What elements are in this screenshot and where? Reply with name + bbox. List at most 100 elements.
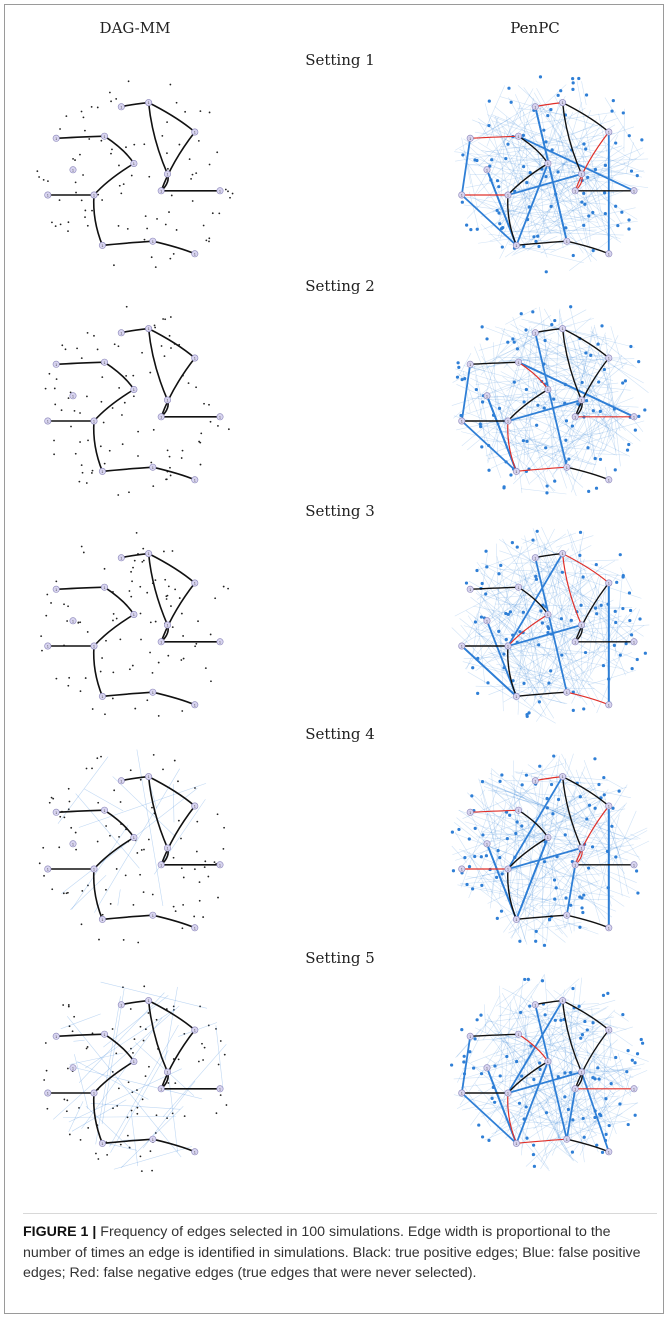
false-positive-edge (515, 837, 549, 920)
background-node (524, 773, 529, 777)
false-positive-edge (520, 994, 587, 1093)
background-node (66, 1067, 69, 1070)
background-node (612, 643, 617, 648)
background-node (553, 897, 557, 901)
false-positive-edge (508, 391, 619, 412)
background-node (58, 846, 61, 849)
background-node (67, 787, 70, 790)
background-node (505, 1054, 509, 1059)
background-node (582, 707, 586, 711)
background-node (66, 891, 69, 894)
false-positive-edge (502, 1002, 512, 1114)
background-node (38, 176, 40, 178)
background-node (475, 568, 479, 573)
false-positive-edge (514, 1075, 529, 1139)
background-node (194, 645, 197, 648)
background-node (595, 1143, 599, 1147)
false-positive-edge (587, 167, 611, 178)
background-node (473, 826, 477, 830)
false-positive-edge (541, 545, 587, 572)
background-node (140, 1170, 143, 1172)
false-positive-edge (498, 355, 576, 434)
background-node (202, 224, 205, 227)
false-positive-edge (590, 346, 613, 393)
background-node (63, 816, 66, 819)
background-node (637, 360, 641, 364)
false-positive-edge (516, 799, 596, 856)
false-positive-edge (499, 880, 600, 919)
graph-node-label: 1 (486, 168, 488, 172)
false-positive-edge (498, 539, 644, 637)
graph-node-label: 1 (518, 1033, 520, 1037)
graph-node (504, 417, 512, 425)
graph-node (157, 638, 165, 646)
background-node (172, 252, 175, 255)
graph-node (52, 808, 60, 816)
background-node (136, 852, 139, 854)
false-positive-edge (529, 1013, 595, 1028)
false-positive-edge (573, 870, 625, 907)
false-positive-edge (494, 1030, 625, 1088)
background-node (460, 1028, 464, 1032)
false-positive-edge (573, 613, 634, 624)
graph-node-label: 1 (194, 357, 196, 361)
false-positive-edge (498, 97, 535, 224)
false-positive-edge (508, 243, 585, 264)
false-positive-edge (607, 823, 623, 865)
graph-node-label: 1 (461, 868, 463, 872)
false-positive-edge (562, 123, 622, 225)
background-node (169, 257, 172, 260)
background-node (551, 812, 555, 816)
false-positive-edge (71, 1099, 127, 1132)
graph-node (458, 642, 466, 650)
background-node (115, 868, 118, 870)
false-positive-edge (507, 847, 582, 870)
false-positive-edge (617, 1052, 632, 1095)
false-positive-edge (508, 217, 531, 243)
background-node (559, 1018, 563, 1022)
background-node (560, 570, 564, 574)
false-positive-edge (584, 844, 625, 860)
false-positive-edge (529, 114, 607, 244)
background-node (522, 164, 526, 169)
graph-node-label: 1 (608, 805, 610, 809)
false-positive-edge (488, 777, 596, 833)
false-positive-edge (570, 544, 574, 552)
false-positive-edge (580, 125, 605, 139)
false-positive-edge (536, 1009, 614, 1128)
background-node (115, 98, 118, 100)
graph-node-label: 1 (194, 703, 196, 707)
false-positive-edge (536, 1013, 569, 1029)
graph-node (544, 160, 552, 168)
false-positive-edge (555, 774, 582, 898)
true-positive-edge (516, 914, 567, 921)
background-node (511, 679, 515, 683)
true-positive-edge (147, 328, 169, 401)
background-node (581, 575, 585, 579)
background-node (141, 1098, 144, 1101)
false-positive-edge (452, 309, 587, 383)
background-node (624, 642, 628, 646)
graph-node (98, 241, 106, 249)
graph-node (559, 99, 567, 107)
background-node (469, 228, 473, 232)
false-positive-edge (520, 1098, 586, 1145)
graph-node-label: 1 (608, 1150, 610, 1154)
background-node (121, 414, 123, 416)
background-node (42, 846, 45, 849)
false-positive-edge (522, 539, 532, 544)
background-node (142, 559, 145, 562)
graph-node-label: 1 (486, 394, 488, 398)
false-positive-edge (459, 883, 549, 901)
background-node (479, 1013, 483, 1017)
background-node (614, 141, 618, 145)
background-node (633, 1113, 637, 1117)
false-positive-edge (547, 220, 570, 234)
graph-node-label: 1 (518, 135, 520, 139)
false-positive-edge (553, 899, 557, 912)
graph-node-label: 1 (104, 361, 106, 365)
background-node (545, 806, 549, 810)
background-node (105, 888, 107, 891)
